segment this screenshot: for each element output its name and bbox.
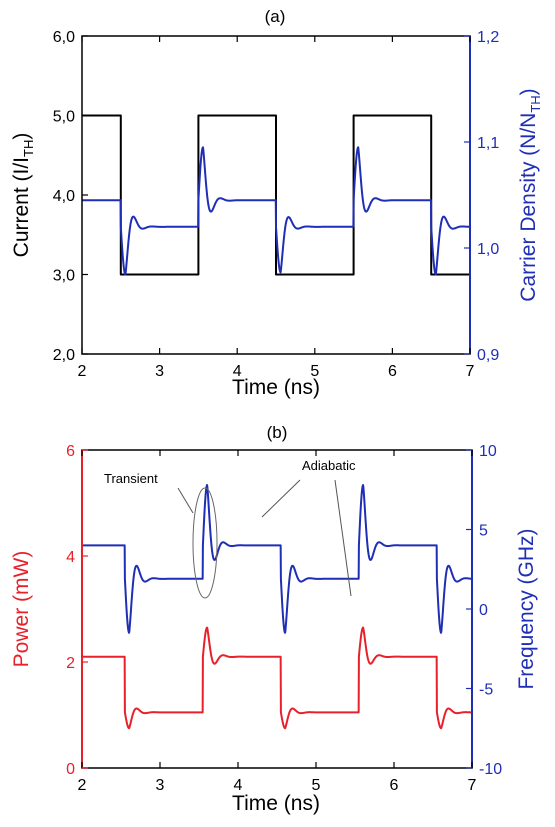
adiabatic-arrow-2 — [334, 479, 352, 597]
panel-a-y2-axis-label: Carrier Density (N/NTH) — [517, 88, 543, 301]
adiabatic-arrow-1 — [261, 479, 301, 518]
panel-b-x-ticks: 2 3 4 5 6 7 — [78, 450, 477, 794]
panel-b-x-axis-label: Time (ns) — [232, 792, 320, 815]
panel-a-y2-tick-label: 1,2 — [477, 29, 499, 46]
panel-b-series-line-1 — [81, 484, 473, 634]
panel-a-x-tick-label: 2 — [78, 363, 87, 380]
transient-arrow — [177, 487, 194, 514]
panel-b-y-tick-label: 4 — [66, 549, 75, 566]
panel-b-y2-tick-label: 0 — [479, 602, 488, 619]
panel-b-y2-tick-label: -5 — [479, 682, 493, 699]
panel-a-y-ticks: 2,0 3,0 4,0 5,0 6,0 — [53, 29, 88, 364]
panel-a-x-ticks: 2 3 4 5 6 7 — [78, 36, 475, 380]
panel-a-y2-tick-label: 1,1 — [477, 135, 499, 152]
panel-b-y2-axis-label: Frequency (GHz) — [515, 528, 538, 689]
panel-b-label: (b) — [267, 423, 288, 442]
panel-a-y-tick-label: 4,0 — [53, 188, 75, 205]
panel-b-y-axis-label: Power (mW) — [10, 551, 33, 668]
panel-b-y-tick-label: 6 — [66, 443, 75, 460]
panel-a-x-tick-label: 5 — [310, 363, 319, 380]
panel-a-y2-ticks: 0,9 1,0 1,1 1,2 — [464, 29, 499, 364]
panel-b-x-tick-label: 6 — [390, 777, 399, 794]
panel-b-frame — [81, 449, 473, 769]
panel-a-x-axis-label: Time (ns) — [232, 376, 320, 399]
panel-b-y2-ticks: -10 -5 0 5 10 — [466, 443, 502, 778]
panel-b-y2-tick-label: 5 — [479, 523, 488, 540]
panel-a-series-line-0 — [82, 114, 470, 276]
panel-b-x-tick-label: 2 — [78, 777, 87, 794]
panel-b-y2-tick-label: -10 — [479, 761, 502, 778]
panel-a-y-axis-label-sub: TH — [21, 140, 36, 157]
panel-a-x-tick-label: 3 — [155, 363, 164, 380]
panel-a-y2-tick-label: 0,9 — [477, 347, 499, 364]
panel-a-x-tick-label: 4 — [233, 363, 242, 380]
panel-a-y2-axis-label-sub: TH — [528, 95, 543, 112]
panel-b-x-tick-label: 7 — [468, 777, 477, 794]
panel-a-y-axis-label: Current (I/ITH) — [10, 133, 36, 258]
panel-b-x-tick-label: 4 — [234, 777, 243, 794]
panel-b-series-line-0 — [81, 626, 473, 730]
panel-a-y-tick-label: 5,0 — [53, 109, 75, 126]
panel-a-y2-tick-label: 1,0 — [477, 241, 499, 258]
panel-a-y-tick-label: 3,0 — [53, 268, 75, 285]
annotation-transient: Transient — [104, 471, 158, 486]
panel-a-series-line-1 — [81, 146, 471, 276]
panel-a-x-tick-label: 7 — [466, 363, 475, 380]
panel-a-plot-lines — [81, 114, 471, 276]
panel-b-plot-lines — [81, 484, 473, 730]
panel-a-y-tick-label: 6,0 — [53, 29, 75, 46]
panel-b-y-ticks: 0 2 4 6 — [66, 443, 88, 778]
panel-b-y2-tick-label: 10 — [479, 443, 497, 460]
panel-b-x-tick-label: 5 — [312, 777, 321, 794]
panel-b-y-tick-label: 0 — [66, 761, 75, 778]
panel-b-y-tick-label: 2 — [66, 655, 75, 672]
panel-a-y-tick-label: 2,0 — [53, 347, 75, 364]
annotation-adiabatic: Adiabatic — [302, 458, 356, 473]
panel-b-x-tick-label: 3 — [156, 777, 165, 794]
panel-a-label: (a) — [265, 7, 286, 26]
panel-a-x-tick-label: 6 — [388, 363, 397, 380]
transient-ellipse — [192, 487, 218, 599]
